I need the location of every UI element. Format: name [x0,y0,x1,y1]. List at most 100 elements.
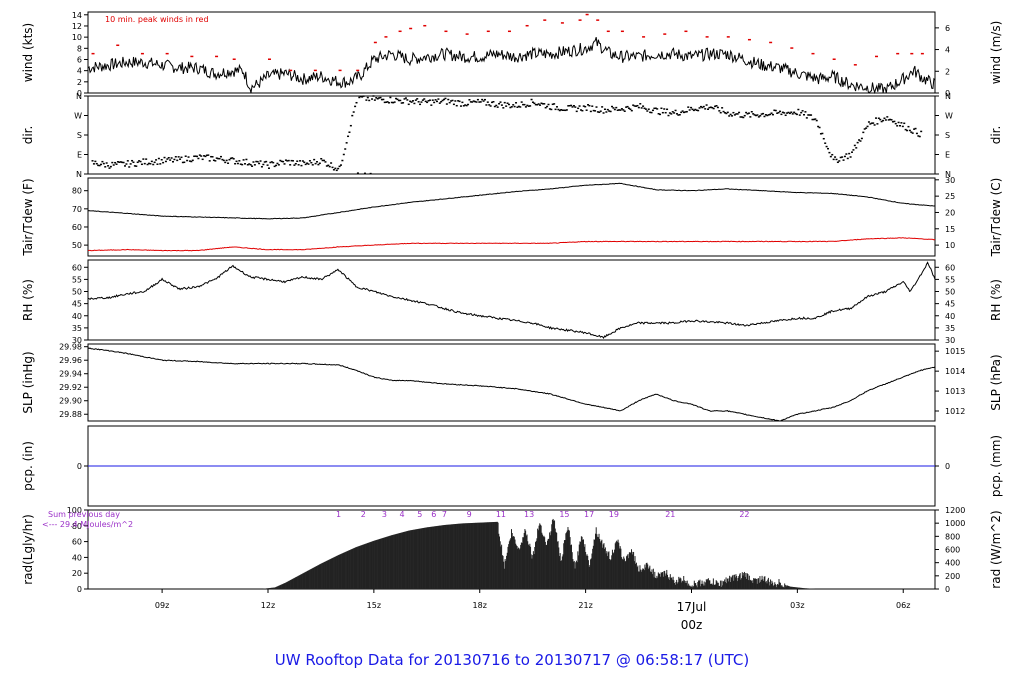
dir-point [489,105,492,107]
dir-point [153,161,156,164]
dir-point [803,114,806,116]
dir-point [618,109,621,111]
dir-point [897,121,900,124]
dir-point [838,160,841,162]
dir-point [301,160,304,162]
dir-point [323,159,326,162]
x-day-label: 17Jul [677,600,707,614]
temperature-ytick-right-label: 15 [945,225,955,234]
x-tick-label: 21z [578,601,592,610]
dir-point [896,125,899,127]
panel-dir [84,95,939,175]
rad-ytick-right-label: 600 [945,546,960,555]
wind-peak-mark [875,55,879,58]
dir-point [557,108,560,111]
wind-ytick-right-label: 4 [945,46,950,55]
dir-point [315,161,318,163]
rad-hour-mark: 2 [361,510,366,519]
dir-point [198,154,201,156]
wind-ytick-left-label: 14 [72,11,82,20]
dir-point [397,99,400,102]
wind-ytick-left-label: 8 [77,44,82,53]
dir-point [643,107,646,110]
dir-point [214,160,217,162]
dir-point [870,122,873,124]
slp-ytick-right-label: 1015 [945,347,965,356]
dir-point [804,111,807,113]
dir-point [376,98,379,100]
dir-point [889,118,892,121]
dir-point [771,113,774,116]
rad-ytick-left-label: 20 [72,569,82,578]
dir-point [746,113,749,115]
dir-point [379,96,382,99]
dir-point [537,103,540,105]
dir-point [413,102,416,105]
dir-point [496,106,499,108]
dir-point [657,113,660,115]
dir-point [443,98,446,101]
dir-point [589,110,592,113]
dir-point [258,162,261,165]
dir-point [119,161,122,163]
dir-point [355,101,358,104]
dir-point [763,115,766,118]
panel-temperature [84,177,939,257]
dir-point [345,142,348,144]
dir-point [795,113,798,116]
dir-point [822,137,825,140]
dir-point [908,129,911,132]
wind-peak-mark [585,13,589,16]
dir-point [474,100,477,103]
dir-point [242,159,245,161]
dir-point [774,109,777,112]
dir-point [588,104,591,107]
dir-point [592,109,595,112]
dir-point [747,112,750,114]
wind-peak-mark [232,58,236,60]
dir-point [767,114,770,116]
dir-point [582,105,585,107]
dir-point [143,162,146,165]
dir-point [310,161,313,164]
dir-point [256,160,259,163]
dir-point [500,104,503,106]
dir-point [911,132,914,134]
dir-point [203,155,206,157]
dir-point [843,155,846,158]
rh-ytick-left-label: 50 [72,288,82,297]
dir-point [510,106,513,108]
dir-point [752,113,755,115]
dir-point [349,124,352,127]
rh-series-line [87,261,936,340]
dir-point [516,106,519,108]
dir-point [428,99,431,101]
dir-point [222,159,225,162]
wind-peak-mark [356,69,360,72]
dir-point [509,106,512,109]
dir-point [835,158,838,161]
rh-ytick-left-label: 45 [72,300,82,309]
dir-point [862,131,865,134]
dir-point [540,102,543,105]
dir-point [395,97,398,100]
wind-ytick-left-label: 10 [72,33,82,42]
dir-point [666,108,669,111]
dir-point [427,100,430,102]
wind-peak-mark [726,36,730,38]
temperature-ytick-left-label: 50 [72,241,82,250]
rad-ytick-right-label: 800 [945,532,960,541]
dir-point [688,109,691,111]
dir-point [598,111,601,114]
dir-point [903,122,906,125]
dir-point [317,163,320,166]
dir-point [437,98,440,100]
dir-point [623,110,626,112]
dir-point [421,99,424,101]
dir-point [392,101,395,104]
wind-peak-mark [423,24,427,27]
wind-ytick-left-label: 12 [72,22,82,31]
dir-point [776,112,779,114]
dir-point [814,118,817,120]
wind-peak-mark [769,41,773,44]
